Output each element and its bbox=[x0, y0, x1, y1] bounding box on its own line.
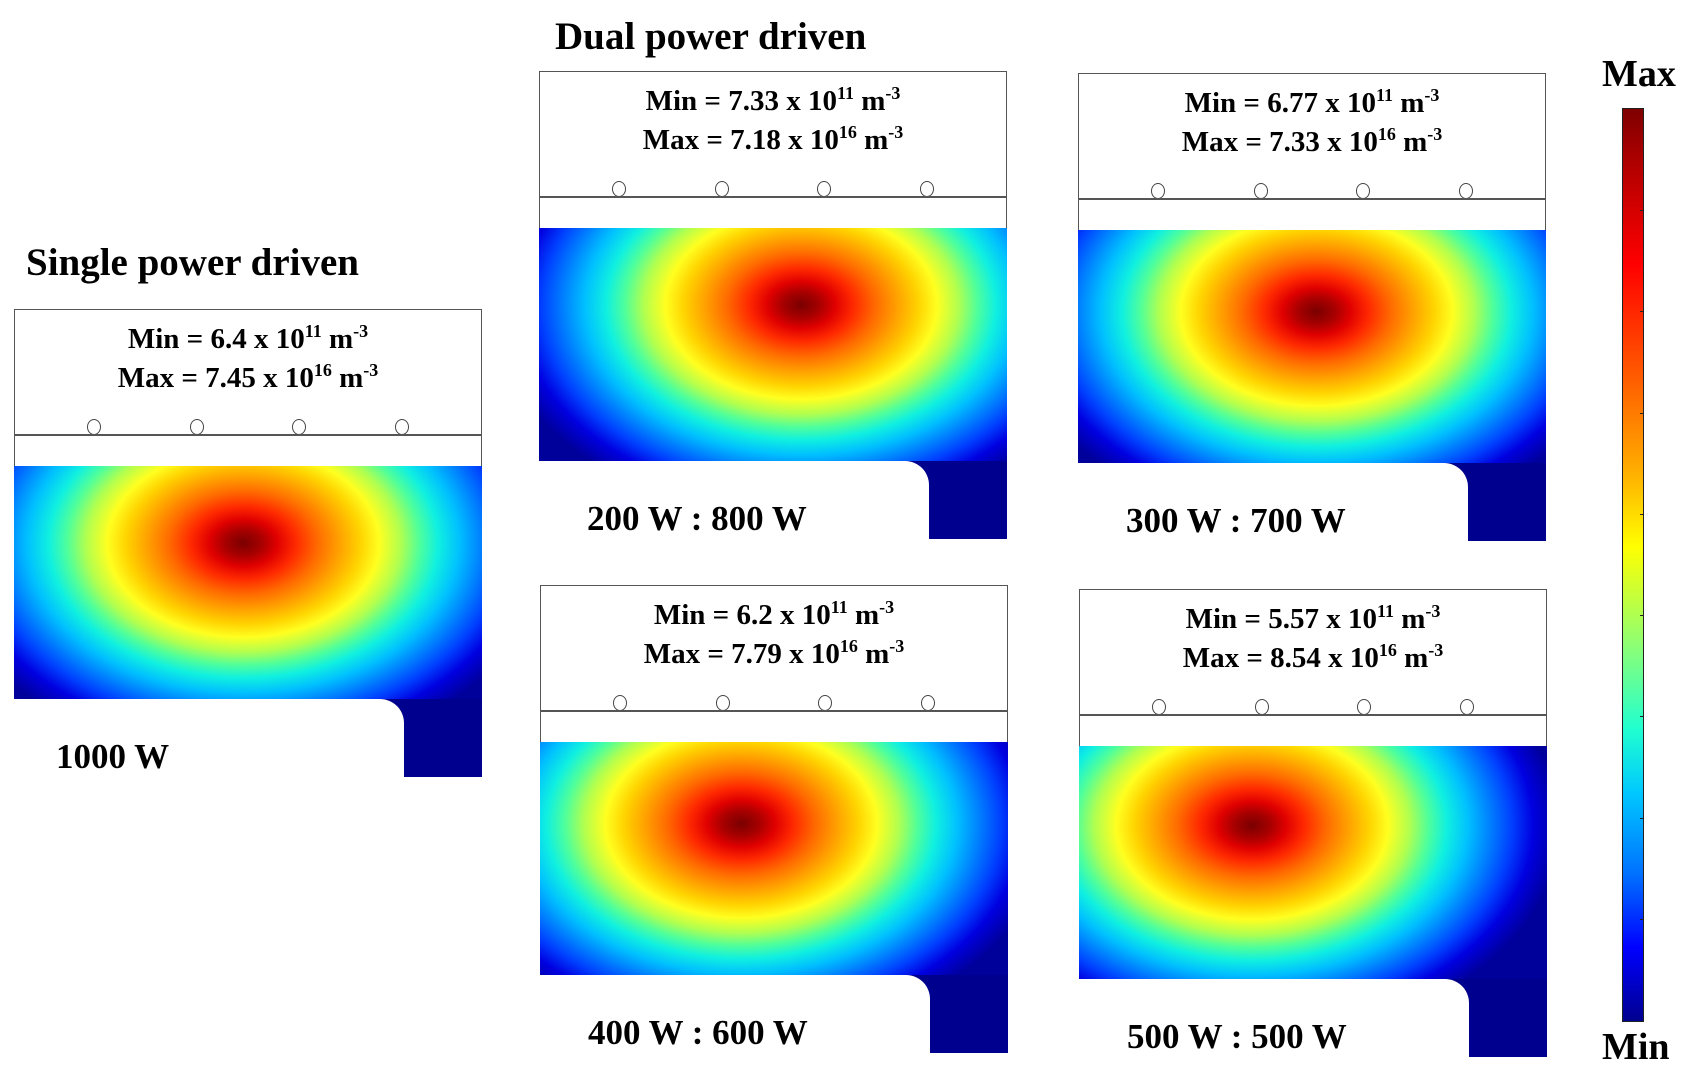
dual-power-title: Dual power driven bbox=[555, 15, 867, 58]
max-density: Max = 8.54 x 1016 m-3 bbox=[1182, 640, 1444, 674]
coil-circle-icon bbox=[394, 419, 409, 435]
single-power-title: Single power driven bbox=[26, 241, 359, 284]
chamber-outlet bbox=[930, 975, 1008, 1053]
coil-circle-icon bbox=[1152, 699, 1167, 715]
electron-density-contour bbox=[540, 742, 1008, 975]
colorbar-tick bbox=[1640, 412, 1643, 414]
density-panel-200-800: Min = 7.33 x 1011 m-3 Max = 7.18 x 1016 m… bbox=[539, 71, 1007, 541]
power-label: 400 W : 600 W bbox=[588, 1013, 808, 1052]
colorbar-tick bbox=[1640, 716, 1643, 718]
coil-circle-icon bbox=[920, 695, 935, 711]
stats-box: Min = 7.33 x 1011 m-3 Max = 7.18 x 1016 m… bbox=[539, 71, 1007, 197]
density-panel-300-700: Min = 6.77 x 1011 m-3 Max = 7.33 x 1016 m… bbox=[1078, 73, 1546, 543]
power-label: 500 W : 500 W bbox=[1127, 1017, 1347, 1056]
dielectric-window bbox=[1079, 714, 1547, 748]
chamber-outlet bbox=[1469, 979, 1547, 1057]
dielectric-window bbox=[1078, 198, 1546, 232]
colorbar-tick bbox=[1640, 817, 1643, 819]
colorbar-min-label: Min bbox=[1602, 1026, 1670, 1068]
min-density: Min = 7.33 x 1011 m-3 bbox=[645, 83, 901, 117]
stats-box: Min = 6.77 x 1011 m-3 Max = 7.33 x 1016 m… bbox=[1078, 73, 1546, 199]
coil-circle-icon bbox=[714, 181, 729, 197]
min-density: Min = 5.57 x 1011 m-3 bbox=[1185, 601, 1441, 635]
coil-circle-icon bbox=[1458, 183, 1473, 199]
coil-circle-icon bbox=[1357, 699, 1372, 715]
coil-circle-icon bbox=[292, 419, 307, 435]
coil-circle-icon bbox=[818, 695, 833, 711]
power-label: 1000 W bbox=[56, 737, 170, 776]
electron-density-contour bbox=[1079, 746, 1547, 979]
electron-density-contour bbox=[14, 466, 482, 699]
coil-circle-icon bbox=[817, 181, 832, 197]
coil-circle-icon bbox=[1254, 699, 1269, 715]
density-panel-single: Min = 6.4 x 1011 m-3 Max = 7.45 x 1016 m-… bbox=[14, 309, 482, 779]
colorbar-max-label: Max bbox=[1602, 53, 1676, 95]
coil-circle-icon bbox=[715, 695, 730, 711]
min-density: Min = 6.4 x 1011 m-3 bbox=[127, 321, 369, 355]
colorbar-tick bbox=[1640, 311, 1643, 313]
max-density: Max = 7.79 x 1016 m-3 bbox=[643, 636, 905, 670]
max-density: Max = 7.45 x 1016 m-3 bbox=[117, 360, 379, 394]
electron-density-contour bbox=[1078, 230, 1546, 463]
dielectric-window bbox=[540, 710, 1008, 744]
density-panel-400-600: Min = 6.2 x 1011 m-3 Max = 7.79 x 1016 m-… bbox=[540, 585, 1008, 1055]
max-density: Max = 7.18 x 1016 m-3 bbox=[642, 122, 904, 156]
power-label: 200 W : 800 W bbox=[587, 499, 807, 538]
coil-circle-icon bbox=[612, 181, 627, 197]
stats-box: Min = 6.4 x 1011 m-3 Max = 7.45 x 1016 m-… bbox=[14, 309, 482, 435]
chamber-outlet bbox=[404, 699, 482, 777]
coil-circle-icon bbox=[189, 419, 204, 435]
coil-circle-icon bbox=[1459, 699, 1474, 715]
coil-circle-icon bbox=[1356, 183, 1371, 199]
min-density: Min = 6.2 x 1011 m-3 bbox=[653, 597, 895, 631]
max-density: Max = 7.33 x 1016 m-3 bbox=[1181, 124, 1443, 158]
coil-circle-icon bbox=[1253, 183, 1268, 199]
coil-circle-icon bbox=[87, 419, 102, 435]
colorbar-tick bbox=[1640, 513, 1643, 515]
colorbar-tick bbox=[1640, 210, 1643, 212]
colorbar bbox=[1622, 108, 1644, 1022]
density-panel-500-500: Min = 5.57 x 1011 m-3 Max = 8.54 x 1016 m… bbox=[1079, 589, 1547, 1059]
power-label: 300 W : 700 W bbox=[1126, 501, 1346, 540]
min-density: Min = 6.77 x 1011 m-3 bbox=[1184, 85, 1440, 119]
chamber-outlet bbox=[929, 461, 1007, 539]
dielectric-window bbox=[14, 434, 482, 468]
coil-circle-icon bbox=[613, 695, 628, 711]
chamber-outlet bbox=[1468, 463, 1546, 541]
coil-circle-icon bbox=[1151, 183, 1166, 199]
electron-density-contour bbox=[539, 228, 1007, 461]
stats-box: Min = 6.2 x 1011 m-3 Max = 7.79 x 1016 m-… bbox=[540, 585, 1008, 711]
colorbar-tick bbox=[1640, 615, 1643, 617]
dielectric-window bbox=[539, 196, 1007, 230]
stats-box: Min = 5.57 x 1011 m-3 Max = 8.54 x 1016 m… bbox=[1079, 589, 1547, 715]
colorbar-tick bbox=[1640, 918, 1643, 920]
coil-circle-icon bbox=[919, 181, 934, 197]
